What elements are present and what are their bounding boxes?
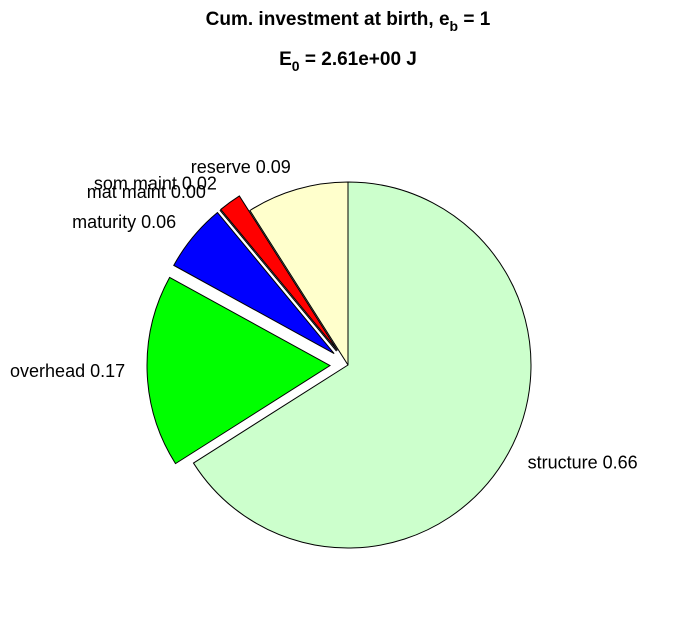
slice-label: maturity 0.06 — [72, 212, 176, 232]
pie-slice — [219, 209, 337, 352]
title-text: Cum. investment at birth, e — [206, 9, 450, 30]
chart-title: Cum. investment at birth, eb = 1 — [206, 9, 491, 34]
slice-label-value: 0.66 — [603, 452, 638, 472]
slice-label-value: 0.09 — [256, 157, 291, 177]
slice-label-name: mat maint — [87, 182, 166, 202]
slice-label: overhead 0.17 — [10, 361, 125, 381]
slice-label-name: reserve — [191, 157, 251, 177]
pie-slice — [173, 211, 335, 354]
pie-slice — [220, 195, 338, 351]
slice-label: som maint 0.02 — [94, 173, 217, 193]
pie-slice — [249, 181, 349, 367]
slice-label-value: 0.06 — [141, 212, 176, 232]
pie-slice — [146, 276, 331, 465]
title-subscript: b — [450, 18, 459, 34]
title-rest: = 1 — [458, 9, 491, 30]
subtitle-text: E — [279, 49, 292, 70]
slice-label-name: overhead — [10, 361, 85, 381]
slice-label-name: maturity — [72, 212, 136, 232]
slice-label-name: structure — [528, 452, 598, 472]
slice-label-value: 0.00 — [171, 182, 206, 202]
subtitle-rest: = 2.61e+00 J — [300, 49, 417, 70]
slice-label-value: 0.17 — [90, 361, 125, 381]
subtitle-subscript: 0 — [292, 58, 300, 74]
pie-slice — [192, 181, 532, 549]
slice-label-value: 0.02 — [182, 173, 217, 193]
slice-label-name: som maint — [94, 173, 177, 193]
slice-label: reserve 0.09 — [191, 157, 291, 177]
slice-label: structure 0.66 — [528, 452, 638, 472]
slice-label: mat maint 0.00 — [87, 182, 206, 202]
chart-subtitle: E0 = 2.61e+00 J — [279, 49, 417, 74]
